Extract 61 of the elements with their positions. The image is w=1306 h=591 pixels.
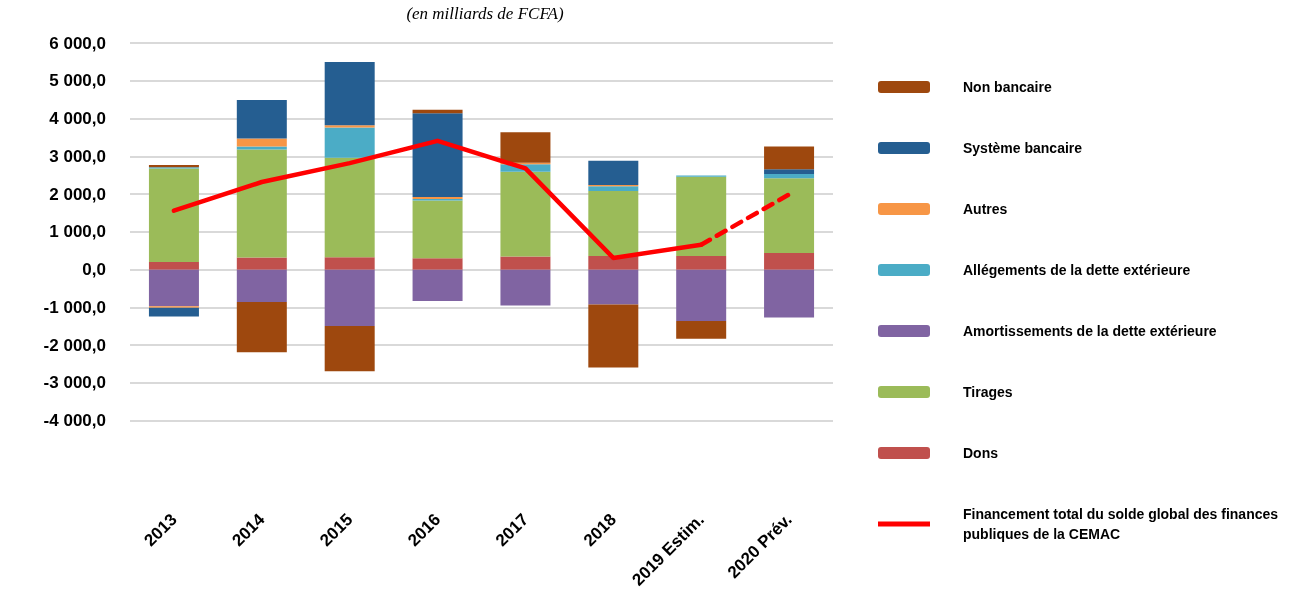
legend-label: Tirages [963,384,1013,400]
bar [324,157,375,258]
bar [676,321,727,339]
y-tick-label: 6 000,0 [49,33,106,53]
bar [764,146,815,170]
bar [764,174,815,179]
bar [148,262,199,270]
bar [588,256,639,270]
bar [236,149,287,258]
bar [324,125,375,128]
bar [764,269,815,318]
y-tick-label: 2 000,0 [49,184,106,204]
bar [412,269,463,301]
bar [324,325,375,372]
bar [500,171,551,257]
legend-label: Autres [963,201,1008,217]
bar [588,304,639,368]
bar [236,257,287,270]
bar [412,200,463,259]
bar [588,269,639,305]
legend-label: Système bancaire [963,140,1083,156]
bar [148,168,199,263]
chart-subtitle: (en milliards de FCFA) [406,4,564,23]
bar [500,256,551,270]
bar [236,100,287,139]
bar [676,269,727,321]
bar [148,307,199,317]
bar [500,269,551,306]
y-tick-label: 0,0 [82,260,106,280]
y-tick-label: -2 000,0 [43,335,106,355]
bar [676,176,727,257]
bar [764,253,815,270]
legend-label: Non bancaire [963,79,1052,95]
bar [588,160,639,186]
bar [676,256,727,270]
y-tick-label: -1 000,0 [43,297,106,317]
bar [588,191,639,257]
legend-label: Amortissements de la dette extérieure [963,323,1217,339]
bar [236,146,287,150]
bar [148,269,199,307]
bar [412,258,463,270]
y-tick-label: 5 000,0 [49,71,106,91]
bar [412,113,463,198]
legend-label: Financement total du solde global des finances publiques de la CEMAC [963,506,1282,542]
bar [324,269,375,326]
bar [324,127,375,158]
bar [236,269,287,303]
bar [764,169,815,175]
bar [588,186,639,192]
bar [500,132,551,163]
y-tick-label: 3 000,0 [49,146,106,166]
bar [324,257,375,270]
bar [764,178,815,254]
legend-label: Allégements de la dette extérieure [963,262,1191,278]
y-tick-label: -3 000,0 [43,373,106,393]
y-tick-label: 1 000,0 [49,222,106,242]
legend-label: Dons [963,445,999,461]
bar [324,61,375,126]
bar [236,302,287,353]
y-tick-label: 4 000,0 [49,109,106,129]
y-tick-label: -4 000,0 [43,411,106,431]
